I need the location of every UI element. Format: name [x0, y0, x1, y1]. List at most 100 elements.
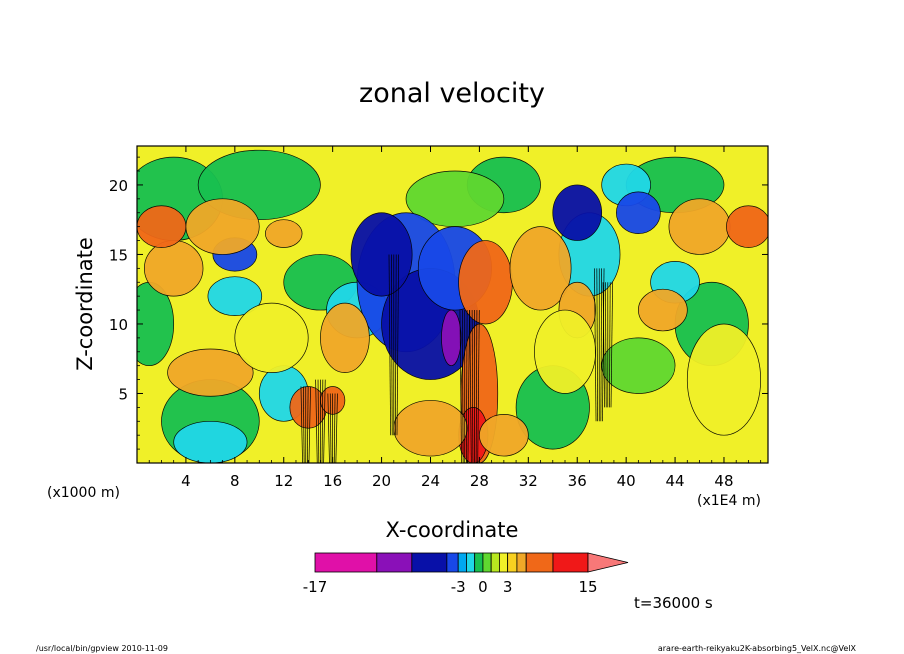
- contour-region: [143, 240, 204, 297]
- contour-region: [234, 302, 309, 373]
- colorbar-tick-label: 0: [478, 578, 488, 596]
- contour-line: [602, 282, 605, 408]
- contour-region: [393, 400, 468, 457]
- colorbar-bin: [474, 552, 484, 573]
- velocity-field: [137, 149, 768, 463]
- colorbar-bin: [314, 552, 378, 573]
- contour-line: [307, 386, 309, 463]
- contour-line: [321, 379, 324, 463]
- contour-region: [137, 205, 187, 248]
- contour-line: [610, 282, 613, 408]
- contour-line: [602, 268, 605, 422]
- contour-line: [469, 310, 472, 463]
- contour-line: [388, 254, 391, 436]
- colorbar-bin: [490, 552, 500, 573]
- contour-region: [265, 219, 303, 248]
- colorbar-tick-label: -3: [451, 578, 466, 596]
- contour-line: [609, 282, 611, 408]
- colorbar-bin: [457, 552, 467, 573]
- contour-line: [459, 310, 462, 463]
- colorbar-bin: [516, 552, 527, 573]
- contour-line: [465, 310, 468, 463]
- y-axis-label: Z-coordinate: [73, 237, 97, 371]
- colorbar-tick-label: 15: [578, 578, 597, 596]
- contour-region: [320, 302, 370, 373]
- contour-line: [600, 268, 602, 422]
- contour-line: [461, 310, 464, 463]
- contour-region: [458, 240, 513, 325]
- contour-line: [471, 310, 474, 463]
- x-tick-label: 20: [372, 472, 391, 490]
- contour-line: [477, 310, 480, 463]
- contour-line: [335, 393, 338, 463]
- x-tick-label: 8: [230, 472, 240, 490]
- chart-title: zonal velocity: [359, 78, 545, 109]
- contour-region: [185, 198, 260, 255]
- colorbar-tick-label: -17: [303, 578, 328, 596]
- contour-region: [686, 323, 762, 436]
- x-tick-label: 28: [470, 472, 489, 490]
- colorbar-arrow: [587, 552, 629, 573]
- contour-line: [594, 268, 597, 422]
- contour-region: [601, 337, 676, 394]
- colorbar-tick-label: 3: [503, 578, 513, 596]
- colorbar-bin: [446, 552, 459, 573]
- contour-line: [317, 379, 320, 463]
- x-tick-label: 16: [323, 472, 342, 490]
- contour-region: [167, 348, 254, 397]
- colorbar-bin: [482, 552, 492, 573]
- contour-region: [173, 420, 248, 463]
- y-tick-label: 10: [109, 316, 128, 334]
- plot-area: [137, 146, 768, 463]
- contour-line: [333, 393, 336, 463]
- x-tick-label: 48: [714, 472, 733, 490]
- contour-line: [605, 282, 607, 408]
- x-tick-label: 40: [617, 472, 636, 490]
- contour-line: [395, 254, 397, 436]
- contour-line: [329, 393, 332, 463]
- contour-line: [467, 310, 470, 463]
- x-tick-label: 32: [519, 472, 538, 490]
- contour-region: [350, 212, 413, 297]
- contour-region: [638, 288, 688, 332]
- contour-region: [726, 205, 768, 248]
- x-tick-label: 4: [181, 472, 191, 490]
- colorbar-bin: [507, 552, 518, 573]
- contour-line: [308, 386, 311, 463]
- x-tick-label: 36: [568, 472, 587, 490]
- plot-frame: [136, 145, 769, 464]
- contour-line: [303, 386, 305, 463]
- colorbar-bin: [466, 552, 476, 573]
- x-tick-label: 12: [274, 472, 293, 490]
- time-label: t=36000 s: [634, 594, 713, 612]
- contour-line: [327, 393, 330, 463]
- contour-region: [509, 226, 572, 311]
- contour-region: [207, 276, 263, 316]
- contour-region: [552, 184, 603, 241]
- y-tick-label: 20: [109, 177, 128, 195]
- contour-region: [441, 309, 462, 367]
- contour-line: [315, 379, 318, 463]
- colorbar-bin: [552, 552, 589, 573]
- contour-line: [300, 386, 303, 463]
- contour-line: [475, 310, 478, 463]
- footer-right: arare-earth-reikyaku2K-absorbing5_VelX.n…: [658, 644, 857, 653]
- contour-region: [534, 309, 596, 394]
- colorbar: -17 -3 0 3 15: [303, 552, 629, 596]
- contour-line: [396, 254, 399, 436]
- contour-region: [616, 191, 661, 234]
- contour-region: [668, 198, 731, 255]
- y-tick-label: 5: [118, 385, 128, 403]
- colorbar-bin: [525, 552, 554, 573]
- colorbar-bin: [376, 552, 413, 573]
- y-tick-label: 15: [109, 246, 128, 264]
- x-tick-label: 24: [421, 472, 440, 490]
- x-tick-label: 44: [666, 472, 685, 490]
- contour-line: [391, 254, 393, 436]
- y-unit-label: (x1000 m): [47, 485, 120, 501]
- colorbar-bin: [499, 552, 509, 573]
- x-axis: 4 8 12 16 20 24 28 32 36 40 44 48: [148, 146, 762, 490]
- x-unit-label: (x1E4 m): [697, 493, 761, 509]
- colorbar-bin: [411, 552, 448, 573]
